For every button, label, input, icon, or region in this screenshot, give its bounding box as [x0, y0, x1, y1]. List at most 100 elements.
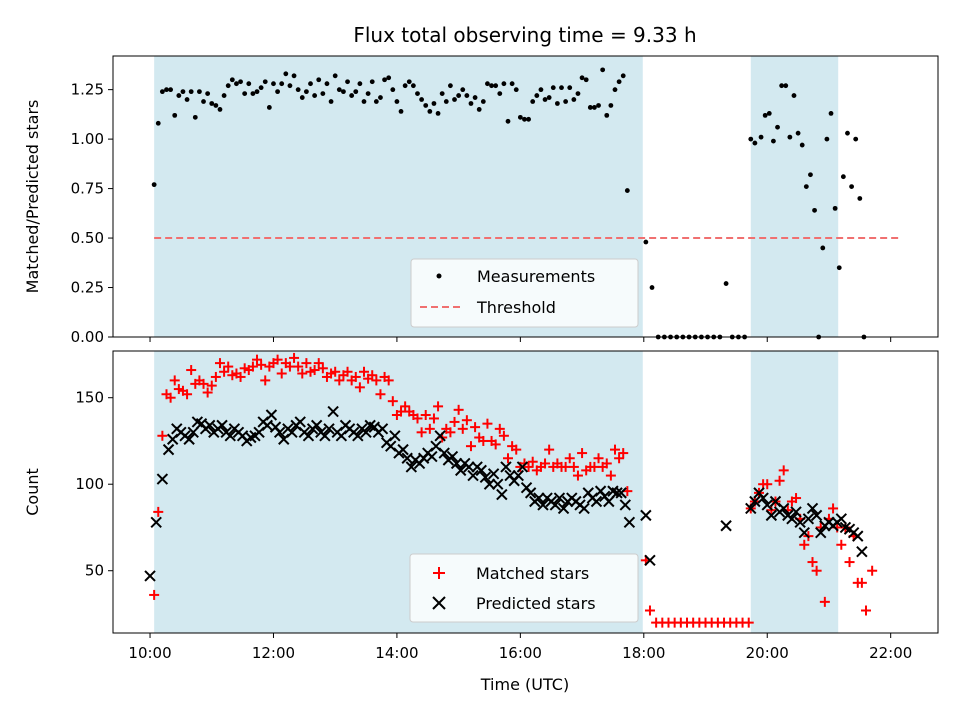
measurement-point	[803, 184, 809, 190]
measurement-point	[579, 75, 585, 81]
predicted-star-point	[454, 464, 467, 477]
predicted-star-point	[302, 430, 315, 442]
measurement-point	[563, 99, 569, 104]
predicted-star-point	[294, 416, 306, 428]
measurement-point	[620, 73, 626, 79]
measurement-point	[550, 85, 556, 91]
predicted-star-point	[492, 478, 504, 490]
top-y-axis-label: Matched/Predicted stars	[23, 100, 42, 294]
matched-star-point	[503, 453, 514, 464]
measurement-point	[526, 116, 531, 122]
predicted-star-point	[745, 502, 757, 515]
predicted-star-point	[578, 502, 590, 515]
measurement-point	[283, 71, 289, 77]
matched-star-point	[564, 453, 575, 464]
predicted-star-point	[327, 405, 339, 418]
predicted-star-point	[397, 443, 409, 456]
measurement-point	[312, 93, 318, 98]
measurement-point	[365, 91, 371, 96]
measurement-point	[587, 105, 593, 110]
measurement-point	[234, 81, 239, 87]
predicted-star-point	[590, 495, 603, 508]
predicted-star-point	[150, 516, 162, 528]
top-y-ticks: 0.00 0.25 0.50 0.75 1.00 1.25	[71, 81, 113, 346]
predicted-star-point	[644, 554, 656, 567]
matched-star-point	[511, 444, 522, 455]
predicted-stars-points	[144, 405, 868, 582]
measurement-point	[456, 93, 462, 98]
matched-star-point	[498, 430, 509, 441]
measurement-point	[771, 138, 776, 144]
matched-star-point	[540, 458, 551, 469]
measurement-point	[316, 77, 322, 83]
legend-predicted-marker	[432, 596, 446, 610]
x-tick-label: 12:00	[252, 644, 295, 662]
measurement-point	[857, 196, 863, 201]
matched-star-point	[614, 453, 625, 464]
matched-star-point	[272, 354, 283, 365]
measurement-point	[361, 99, 367, 104]
matched-star-point	[260, 375, 271, 386]
measurement-point	[567, 85, 573, 91]
measurement-point	[184, 97, 190, 102]
measurement-point	[217, 107, 223, 112]
measurement-point	[779, 83, 785, 89]
matched-star-point	[289, 352, 300, 363]
x-tick-label: 22:00	[869, 644, 912, 662]
matched-star-point	[235, 371, 246, 382]
measurement-point	[649, 285, 655, 290]
measurement-point	[341, 89, 346, 95]
measurement-point	[159, 89, 165, 95]
measurement-point	[853, 136, 859, 142]
measurement-point	[201, 99, 206, 104]
matched-star-point	[416, 427, 427, 438]
measurement-point	[369, 79, 375, 85]
matched-star-point	[433, 401, 444, 412]
predicted-star-point	[216, 419, 228, 432]
measurement-point	[291, 73, 297, 79]
measurement-point	[345, 79, 350, 85]
measurement-point	[378, 95, 383, 100]
predicted-star-point	[389, 430, 401, 442]
predicted-star-point	[512, 469, 525, 482]
matched-star-point	[297, 368, 308, 379]
measurement-point	[205, 91, 211, 96]
predicted-star-point	[623, 516, 636, 528]
measurement-point	[279, 81, 285, 87]
shaded-interval-1	[750, 351, 839, 633]
measurement-point	[238, 79, 243, 85]
predicted-star-point	[720, 520, 732, 532]
matched-star-point	[169, 375, 180, 386]
matched-star-point	[387, 396, 398, 407]
predicted-star-point	[187, 426, 199, 439]
predicted-star-point	[438, 447, 450, 459]
matched-star-point	[334, 375, 345, 386]
bottom-legend-box	[409, 553, 639, 623]
y-tick-label: 100	[75, 475, 104, 493]
measurement-point	[513, 87, 519, 93]
measurement-point	[575, 91, 581, 96]
measurement-point	[608, 103, 614, 108]
matched-star-point	[618, 448, 629, 459]
matched-star-point	[762, 479, 773, 490]
measurement-point	[262, 79, 268, 85]
measurements-points	[151, 67, 867, 340]
predicted-star-point	[777, 502, 790, 515]
matched-star-point	[577, 448, 588, 459]
predicted-star-point	[757, 492, 769, 504]
matched-star-point	[301, 358, 312, 369]
matched-star-point	[799, 539, 810, 550]
predicted-star-point	[533, 492, 545, 504]
matched-star-point	[342, 366, 353, 377]
measurement-point	[427, 109, 433, 114]
bottom-panel: 50 100 150 10:00 12:00 14:00 16:00 18:00 20:00 2…	[23, 350, 939, 694]
measurement-point	[476, 107, 482, 112]
matched-star-point	[791, 493, 802, 504]
matched-star-point	[367, 370, 378, 381]
measurement-point	[832, 205, 838, 211]
measurement-point	[415, 91, 420, 96]
matched-star-point	[186, 365, 197, 376]
measurement-point	[464, 93, 470, 98]
predicted-star-point	[802, 513, 815, 525]
